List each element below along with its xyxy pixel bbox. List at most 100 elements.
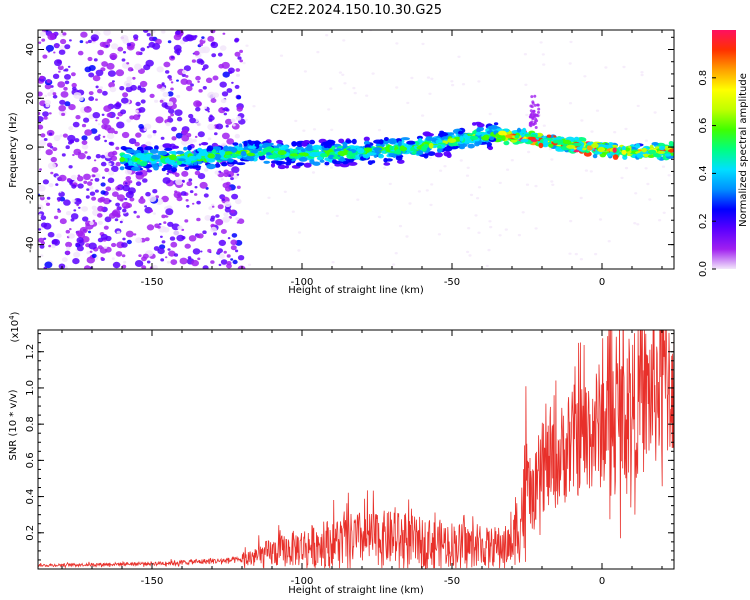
heatmap-cell	[439, 169, 443, 172]
heatmap-cell	[140, 47, 146, 52]
heatmap-cell	[257, 151, 267, 156]
heatmap-cell	[94, 173, 101, 179]
heatmap-cell	[622, 65, 626, 69]
heatmap-cell	[126, 62, 130, 65]
heatmap-cell	[52, 73, 60, 80]
heatmap-cell	[430, 183, 434, 186]
heatmap-cell	[183, 146, 188, 151]
heatmap-cell	[176, 234, 185, 242]
heatmap-cell	[156, 84, 163, 89]
heatmap-cell	[38, 91, 43, 97]
heatmap-cell	[247, 263, 252, 266]
heatmap-cell	[97, 49, 104, 56]
heatmap-cell	[119, 166, 125, 171]
heatmap-cell	[607, 240, 611, 243]
heatmap-cell	[72, 153, 75, 157]
heatmap-cell	[332, 156, 341, 160]
heatmap-cell	[83, 173, 91, 180]
heatmap-cell	[498, 234, 502, 237]
heatmap-cell	[636, 223, 640, 226]
heatmap-cell	[239, 49, 244, 54]
heatmap-cell	[221, 132, 230, 140]
heatmap-cell	[161, 195, 169, 203]
heatmap-cell	[406, 140, 416, 145]
heatmap-cell	[196, 217, 201, 222]
heatmap-cell	[235, 68, 241, 72]
heatmap-cell	[103, 225, 109, 230]
heatmap-cell	[106, 62, 115, 70]
heatmap-cell	[71, 82, 77, 88]
y-tick-label: 0.2	[25, 525, 36, 541]
heatmap-cell	[334, 163, 342, 167]
heatmap-cell	[490, 124, 498, 130]
heatmap-cell	[211, 53, 217, 58]
heatmap-cell	[207, 145, 214, 152]
heatmap-cell	[234, 133, 240, 139]
heatmap-cell	[52, 147, 58, 152]
heatmap-cell	[395, 149, 402, 155]
heatmap-cell	[114, 218, 119, 222]
heatmap-cell	[466, 250, 470, 254]
heatmap-cell	[166, 172, 169, 175]
heatmap-cell	[227, 237, 231, 240]
heatmap-cell	[61, 257, 68, 263]
heatmap-cell	[498, 130, 507, 136]
heatmap-cell	[410, 76, 414, 80]
heatmap-cell	[77, 151, 81, 154]
heatmap-cell	[467, 143, 475, 149]
heatmap-cell	[661, 165, 666, 168]
heatmap-cell	[476, 126, 484, 132]
heatmap-cell	[103, 30, 111, 36]
heatmap-cell	[93, 58, 98, 62]
heatmap-cell	[534, 227, 538, 230]
heatmap-cell	[89, 191, 96, 196]
heatmap-cell	[175, 178, 184, 186]
heatmap-cell	[65, 211, 72, 216]
heatmap-cell	[62, 32, 67, 36]
colorbar-gradient	[712, 30, 736, 269]
heatmap-cell	[190, 83, 194, 87]
heatmap-cell	[270, 162, 276, 168]
heatmap-cell	[51, 238, 60, 246]
heatmap-cell	[38, 41, 42, 44]
heatmap-cell	[428, 156, 432, 159]
heatmap-cell	[137, 146, 144, 151]
heatmap-cell	[95, 154, 101, 159]
heatmap-cell	[175, 150, 184, 155]
heatmap-cell	[194, 135, 198, 138]
heatmap-cell	[43, 222, 52, 230]
heatmap-cell	[218, 63, 224, 69]
heatmap-cell	[477, 80, 481, 83]
heatmap-cell	[192, 165, 202, 169]
heatmap-cell	[641, 147, 647, 153]
heatmap-cell	[147, 134, 153, 139]
heatmap-cell	[115, 213, 121, 218]
heatmap-cell	[170, 241, 178, 248]
heatmap-cell	[219, 81, 227, 88]
heatmap-cell	[173, 253, 179, 257]
heatmap-cell	[388, 153, 395, 157]
heatmap-cell	[88, 96, 95, 102]
heatmap-cell	[337, 150, 348, 156]
heatmap-cell	[90, 128, 98, 134]
heatmap-cell	[437, 233, 441, 236]
heatmap-cell	[58, 174, 67, 182]
heatmap-cell	[111, 188, 116, 192]
heatmap-cell	[504, 228, 508, 231]
heatmap-cell	[53, 51, 56, 54]
heatmap-cell	[196, 58, 204, 64]
heatmap-cell	[458, 130, 464, 135]
heatmap-cell	[55, 44, 59, 48]
heatmap-cell	[443, 151, 452, 157]
heatmap-cell	[377, 128, 382, 132]
heatmap-cell	[659, 145, 666, 151]
heatmap-cell	[171, 164, 178, 169]
heatmap-cell	[388, 138, 397, 145]
heatmap-cell	[43, 138, 48, 141]
heatmap-cell	[157, 248, 165, 255]
heatmap-cell	[62, 133, 68, 138]
heatmap-cell	[97, 197, 104, 203]
heatmap-cell	[38, 116, 44, 123]
heatmap-cell	[202, 64, 209, 70]
heatmap-cell	[153, 165, 159, 171]
